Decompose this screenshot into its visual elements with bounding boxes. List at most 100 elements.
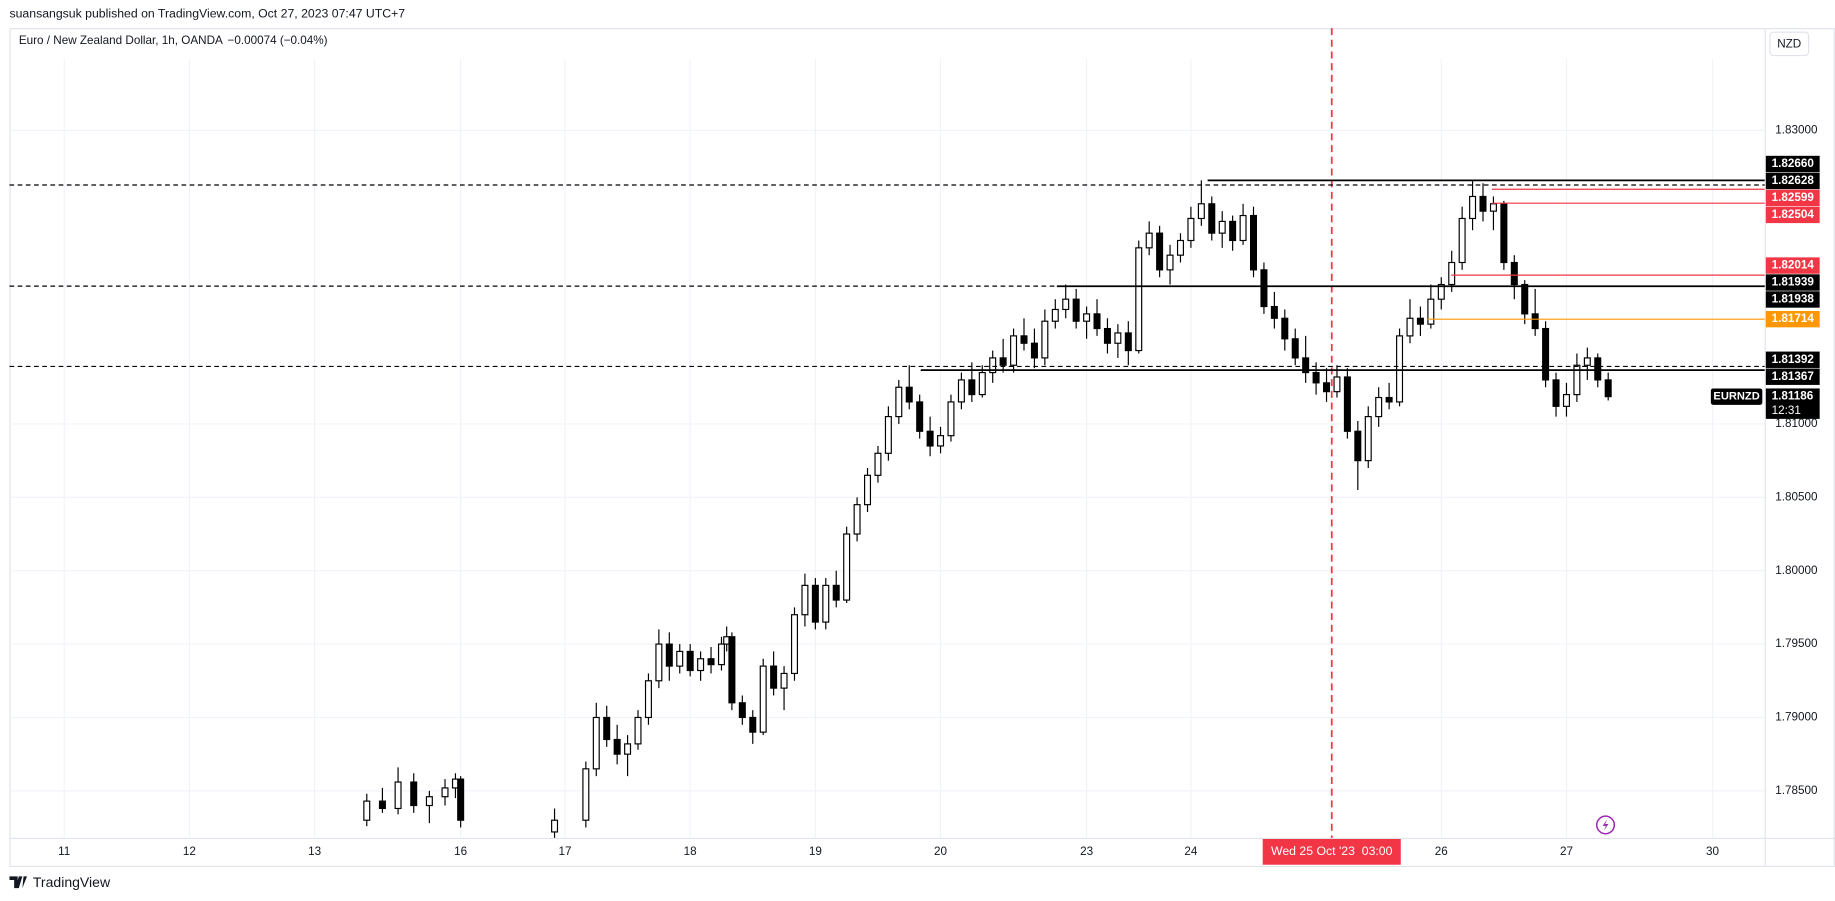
x-tick-label: 23 <box>1080 845 1093 858</box>
candle-body <box>363 800 371 821</box>
candle-body <box>394 781 402 810</box>
candle <box>759 658 767 736</box>
candle-body <box>843 533 851 601</box>
price-label: 1.82660 <box>1772 157 1815 170</box>
candle-body <box>780 672 788 689</box>
candle-body <box>1291 338 1299 359</box>
candle-body <box>551 819 559 833</box>
candle-body <box>1416 317 1424 325</box>
candle-body <box>1604 379 1612 398</box>
candle <box>1375 387 1383 427</box>
candle <box>790 607 799 681</box>
candle <box>624 735 632 777</box>
candle-body <box>1354 430 1362 462</box>
candle-body <box>1260 269 1268 308</box>
candle <box>707 647 715 674</box>
candle <box>665 632 673 681</box>
price-label: 1.82599 <box>1772 191 1815 204</box>
candle-body <box>1531 313 1539 330</box>
candle-body <box>968 379 976 396</box>
y-tick-label: 1.81000 <box>1775 417 1818 430</box>
price-label-box <box>1765 155 1820 173</box>
candle <box>1260 262 1268 314</box>
candle <box>728 632 736 711</box>
y-tick-label: 1.83000 <box>1775 124 1818 137</box>
x-tick-label: 19 <box>809 845 822 858</box>
candle <box>1020 318 1028 351</box>
price-label-box <box>1765 206 1820 224</box>
candle <box>457 776 465 828</box>
price-label-box <box>1765 291 1820 308</box>
candle <box>884 406 892 461</box>
candle-body <box>457 778 465 821</box>
candle <box>905 365 913 410</box>
candle <box>1010 328 1018 373</box>
candle-body <box>1479 195 1487 212</box>
x-tick-label: 16 <box>454 845 467 858</box>
candle-body <box>1375 396 1383 418</box>
currency-button[interactable] <box>1769 31 1810 57</box>
candle-body <box>1166 254 1174 271</box>
candle <box>1208 196 1216 241</box>
candle-body <box>937 435 945 447</box>
candle-body <box>1010 335 1018 366</box>
candle <box>937 426 945 454</box>
candle <box>378 787 386 813</box>
price-label: 1.82014 <box>1772 259 1815 272</box>
price-label-box <box>1765 189 1820 207</box>
x-tick-label: 13 <box>308 845 321 858</box>
candle-body <box>728 636 736 704</box>
candle <box>394 767 402 815</box>
candle <box>634 710 642 750</box>
candle-body <box>1583 357 1591 366</box>
candle-body <box>676 650 684 667</box>
x-tick-label: 26 <box>1435 845 1448 858</box>
candle <box>603 705 611 747</box>
candle-body <box>1437 283 1445 300</box>
candle <box>1145 221 1153 256</box>
candle <box>770 651 778 696</box>
candle-body <box>770 665 778 689</box>
candle <box>801 573 809 627</box>
candle <box>957 372 965 410</box>
candle <box>1552 372 1560 417</box>
candle <box>926 416 934 457</box>
currency-label[interactable]: NZD <box>1777 38 1801 51</box>
candle-body <box>1093 313 1101 330</box>
candle-body <box>1135 247 1143 352</box>
price-label-box <box>1765 274 1820 291</box>
candle <box>363 793 371 827</box>
publish-header: suansangsuk published on TradingView.com… <box>9 6 405 20</box>
candle-body <box>644 680 652 719</box>
price-label: 1.81392 <box>1772 353 1815 366</box>
price-label: 1.81714 <box>1772 312 1815 325</box>
candle <box>1051 299 1059 329</box>
candle-body <box>790 614 799 675</box>
candle-body <box>603 716 611 741</box>
candle <box>780 666 788 711</box>
lightning-icon[interactable] <box>1595 815 1616 835</box>
candle-body <box>582 768 590 821</box>
candle-body <box>1333 376 1341 393</box>
candle-body <box>864 474 872 506</box>
candle <box>551 808 559 838</box>
candle <box>1124 321 1132 366</box>
candle <box>410 773 418 813</box>
price-label-box <box>1765 368 1820 385</box>
candle <box>1270 291 1278 329</box>
candle <box>738 695 746 725</box>
candle-body <box>947 401 955 437</box>
candle-body <box>749 716 757 733</box>
candle-body <box>916 401 924 432</box>
candle-body <box>634 716 642 745</box>
candle <box>697 651 705 681</box>
candle-body <box>1270 305 1278 319</box>
candle-body <box>1124 332 1132 352</box>
candle <box>1323 368 1331 402</box>
candle-body <box>707 658 715 666</box>
plot-area <box>363 180 1612 838</box>
candle <box>968 362 976 402</box>
candle <box>1573 353 1581 402</box>
